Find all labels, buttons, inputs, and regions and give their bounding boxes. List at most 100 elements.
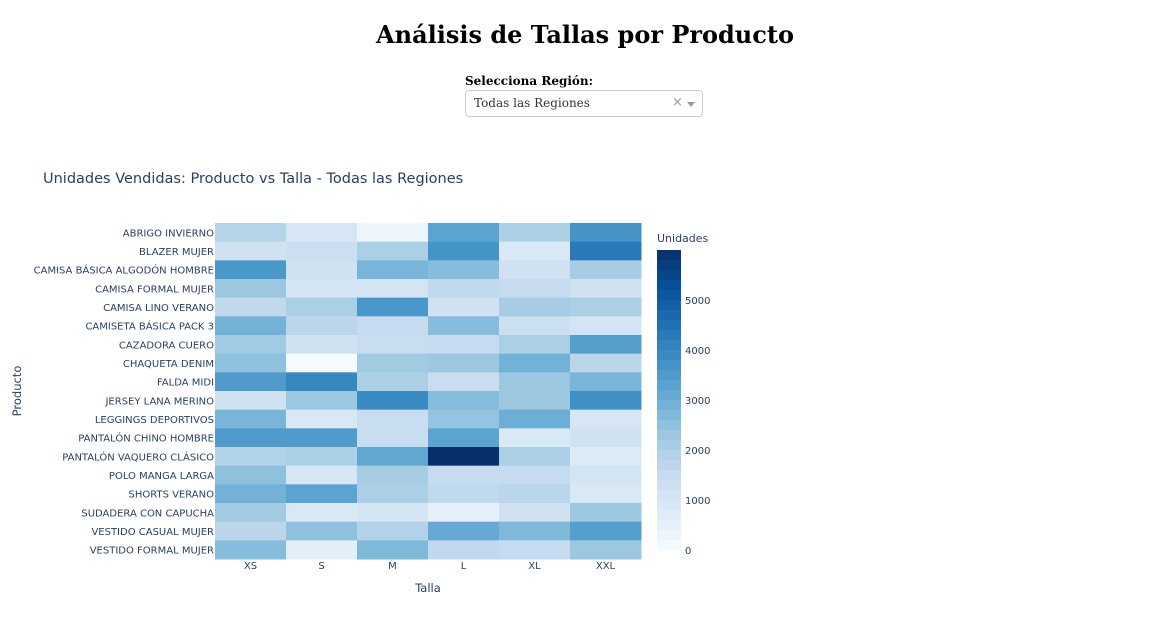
heatmap-cell <box>428 447 500 467</box>
heatmap-cell <box>570 428 642 448</box>
heatmap-cell <box>428 465 500 485</box>
chevron-down-icon[interactable] <box>687 102 695 107</box>
colorbar-segment <box>657 530 681 541</box>
clear-icon[interactable]: × <box>672 95 683 110</box>
colorbar-segment <box>657 370 681 381</box>
colorbar-segment <box>657 510 681 521</box>
colorbar-segment <box>657 490 681 501</box>
heatmap-cell <box>286 391 358 411</box>
heatmap-cell <box>357 353 429 373</box>
heatmap-cell <box>570 260 642 280</box>
heatmap-cell <box>357 484 429 504</box>
heatmap-cell <box>215 279 287 299</box>
y-tick-label: SHORTS VERANO <box>129 490 215 501</box>
y-tick-label: POLO MANGA LARGA <box>109 471 214 482</box>
heatmap-cell <box>215 316 287 336</box>
heatmap-cell <box>499 297 571 317</box>
colorbar-segment <box>657 480 681 491</box>
x-tick-label: XXL <box>596 561 616 572</box>
colorbar-tick-label: 3000 <box>685 396 710 407</box>
heatmap-cell <box>215 484 287 504</box>
heatmap-cell <box>357 428 429 448</box>
colorbar-tick-label: 0 <box>685 546 691 557</box>
x-tick-label: M <box>388 561 397 572</box>
heatmap-cell <box>215 503 287 523</box>
heatmap-cell <box>499 316 571 336</box>
x-tick-label: XL <box>528 561 541 572</box>
y-axis-title: Producto <box>10 366 24 417</box>
region-select-label: Selecciona Región: <box>465 74 594 88</box>
heatmap-cell <box>357 316 429 336</box>
heatmap-cell <box>215 297 287 317</box>
x-axis-title: Talla <box>414 581 441 595</box>
heatmap-cell <box>570 391 642 411</box>
heatmap-cell <box>499 223 571 243</box>
colorbar-segment <box>657 260 681 271</box>
heatmap-cell <box>357 335 429 355</box>
heatmap-cell <box>499 503 571 523</box>
heatmap-cell <box>357 241 429 261</box>
colorbar-segment <box>657 390 681 401</box>
heatmap-cell <box>570 316 642 336</box>
heatmap-cell <box>286 279 358 299</box>
heatmap-cell <box>286 447 358 467</box>
colorbar-segment <box>657 410 681 421</box>
heatmap-cell <box>215 353 287 373</box>
heatmap-cell <box>357 279 429 299</box>
heatmap-cell <box>215 428 287 448</box>
heatmap-cell <box>286 503 358 523</box>
heatmap-cell <box>499 428 571 448</box>
heatmap-cell <box>286 260 358 280</box>
heatmap-cell <box>428 503 500 523</box>
heatmap-cell <box>286 372 358 392</box>
colorbar-segment <box>657 300 681 311</box>
colorbar-tick-label: 1000 <box>685 496 710 507</box>
heatmap-cell <box>499 279 571 299</box>
y-tick-label: JERSEY LANA MERINO <box>104 396 214 407</box>
y-tick-label: FALDA MIDI <box>157 378 214 389</box>
page-title: Análisis de Tallas por Producto <box>376 20 794 49</box>
colorbar-segment <box>657 500 681 511</box>
y-tick-label: SUDADERA CON CAPUCHA <box>81 508 214 519</box>
x-tick-label: XS <box>244 561 257 572</box>
heatmap-cell <box>286 335 358 355</box>
colorbar-segment <box>657 450 681 461</box>
colorbar-segment <box>657 430 681 441</box>
heatmap-cell <box>215 260 287 280</box>
heatmap-cell <box>570 540 642 560</box>
heatmap-cell <box>499 447 571 467</box>
y-tick-label: CHAQUETA DENIM <box>123 359 214 370</box>
heatmap-cell <box>215 465 287 485</box>
colorbar-segment <box>657 360 681 371</box>
heatmap-cell <box>570 297 642 317</box>
heatmap-cell <box>357 521 429 541</box>
heatmap-cell <box>215 391 287 411</box>
heatmap-cell <box>428 335 500 355</box>
colorbar-segment <box>657 350 681 361</box>
heatmap-cell <box>499 260 571 280</box>
heatmap-cell <box>428 391 500 411</box>
region-dropdown[interactable]: Todas las Regiones × <box>465 90 703 117</box>
colorbar-title: Unidades <box>657 232 709 245</box>
heatmap-cell <box>570 484 642 504</box>
heatmap-cell <box>286 223 358 243</box>
heatmap-cell <box>428 521 500 541</box>
colorbar-segment <box>657 380 681 391</box>
heatmap-cell <box>357 409 429 429</box>
colorbar-tick-label: 2000 <box>685 446 710 457</box>
y-tick-label: CAMISETA BÁSICA PACK 3 <box>85 320 214 333</box>
heatmap-cell <box>215 223 287 243</box>
heatmap-cell <box>570 465 642 485</box>
heatmap-cell <box>428 241 500 261</box>
colorbar-segment <box>657 310 681 321</box>
heatmap-cell <box>499 409 571 429</box>
region-dropdown-value: Todas las Regiones <box>474 96 590 110</box>
heatmap-cell <box>357 223 429 243</box>
colorbar-segment <box>657 270 681 281</box>
heatmap-cell <box>286 316 358 336</box>
heatmap-cell <box>357 260 429 280</box>
heatmap-cell <box>215 540 287 560</box>
heatmap-cell <box>215 241 287 261</box>
heatmap-cell <box>428 353 500 373</box>
heatmap-cell <box>428 316 500 336</box>
